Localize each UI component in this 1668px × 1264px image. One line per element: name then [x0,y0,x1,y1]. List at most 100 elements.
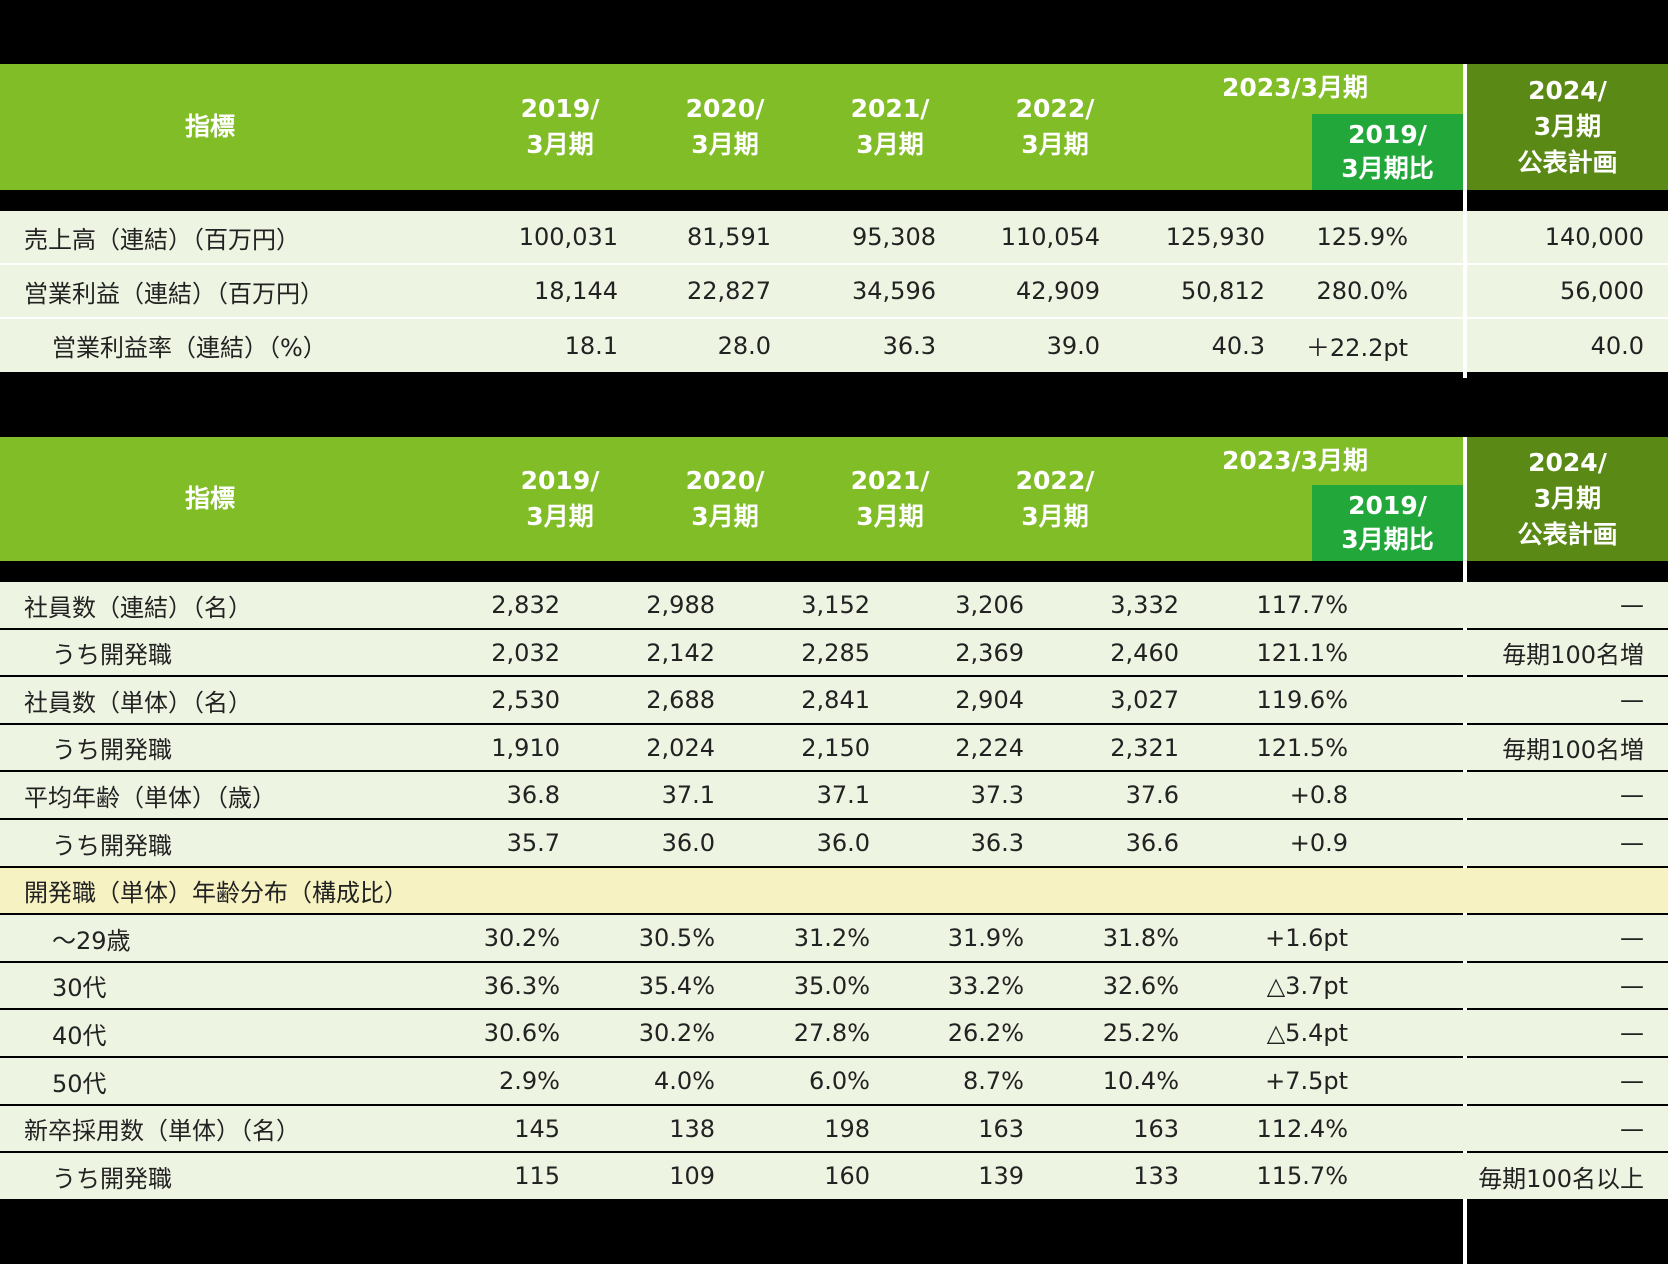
cell-2019: 1,910 [491,733,560,762]
cell-2019: 100,031 [518,223,618,251]
table-row: 〜29歳 30.2% 30.5% 31.2% 31.9% 31.8% +1.6pt — [0,915,1668,961]
cell-compare: 280.0% [1316,277,1408,305]
cell-2019: 35.7 [506,829,560,857]
cell-2023: 31.8% [1102,924,1179,952]
header-2022: 2022/ 3月期 [1015,466,1095,531]
header-2019: 2019/ 3月期 [520,466,600,531]
row-label: 40代 [52,1021,107,1050]
cell-2022: 2,904 [955,686,1024,714]
cell-plan: — [1620,686,1644,714]
cell-2022: 2,224 [955,733,1024,762]
employee-table: 指標 2019/ 3月期 2020/ 3月期 2021/ 3月期 2022/ 3… [0,437,1668,561]
cell-2021: 37.1 [816,781,870,809]
cell-2021: 34,596 [852,277,936,305]
row-label: うち開発職 [52,736,172,764]
header-2021: 2021/ 3月期 [850,466,930,531]
table-row: 社員数（連結）（名） 2,832 2,988 3,152 3,206 3,332 117.7… [0,582,1668,628]
row-label: 平均年齢（単体）（歳） [24,783,276,812]
cell-2023: 2,460 [1110,638,1179,667]
cell-2023: 10.4% [1102,1067,1179,1095]
cell-compare: 112.4% [1256,1114,1348,1143]
cell-2020: 30.5% [638,924,715,952]
cell-plan: — [1620,1067,1644,1095]
cell-2019: 2,832 [491,591,560,619]
header-plan-2024: 2024/ 3月期 公表計画 [1517,448,1618,549]
row-label: うち開発職 [52,1164,172,1193]
header-indicator: 指標 [184,484,235,513]
cell-2021: 27.8% [793,1019,870,1047]
row-label: うち開発職 [52,831,172,860]
cell-plan: 毎期100名以上 [1478,1164,1644,1193]
table-row: 売上高（連結）（百万円） 100,031 81,591 95,308 110,0… [0,211,1668,263]
cell-2021: 35.0% [793,971,870,1000]
cell-2019: 36.8 [506,781,560,809]
row-separator [0,263,1668,265]
header-2020: 2020/ 3月期 [685,94,765,159]
cell-compare: 117.7% [1256,591,1348,619]
cell-plan: 毎期100名増 [1502,641,1644,669]
row-label: 売上高（連結）（百万円） [24,225,300,254]
financial-table-header: 指標 2019/ 3月期 2020/ 3月期 2021/ 3月期 2022/ 3… [0,64,1668,190]
cell-compare: ＋22.2pt [1305,334,1408,362]
header-compare-2019: 2019/ 3月期比 [1312,485,1463,561]
cell-compare: +1.6pt [1265,924,1348,952]
cell-2019: 145 [514,1114,560,1143]
cell-2023: 37.6 [1125,781,1179,809]
header-plan-2024: 2024/ 3月期 公表計画 [1517,76,1618,177]
cell-2021: 36.3 [882,331,936,360]
cell-2019: 2,032 [491,638,560,667]
cell-compare: 115.7% [1256,1162,1348,1190]
cell-2021: 2,150 [801,733,870,762]
cell-plan: 140,000 [1544,223,1644,251]
table-row: 営業利益（連結）（百万円） 18,144 22,827 34,596 42,90… [0,265,1668,317]
cell-2020: 36.0 [661,829,715,857]
cell-2020: 2,988 [646,591,715,619]
cell-plan: 56,000 [1560,277,1644,305]
cell-2019: 30.6% [483,1019,560,1047]
cell-compare: 121.1% [1256,638,1348,667]
cell-plan: — [1620,971,1644,1000]
table-row: 平均年齢（単体）（歳） 36.8 37.1 37.1 37.3 37.6 +0.8 — [0,772,1668,818]
cell-2022: 31.9% [947,924,1024,952]
header-2023: 2023/3月期 [1221,73,1369,102]
cell-2022: 2,369 [955,638,1024,667]
cell-2021: 36.0 [816,829,870,857]
cell-2023: 2,321 [1110,733,1179,762]
cell-plan: 毎期100名増 [1502,736,1644,764]
cell-compare: 125.9% [1316,223,1408,251]
cell-2022: 110,054 [1000,223,1100,251]
table-row: 40代 30.6% 30.2% 27.8% 26.2% 25.2% △5.4pt — [0,1010,1668,1056]
cell-plan: — [1620,924,1644,952]
header-2021: 2021/ 3月期 [850,94,930,159]
row-label: 新卒採用数（単体）（名） [24,1117,300,1145]
cell-2022: 36.3 [970,829,1024,857]
cell-compare: △3.7pt [1266,971,1348,1000]
cell-2022: 42,909 [1016,277,1100,305]
cell-2023: 163 [1133,1114,1179,1143]
row-separator [0,317,1668,319]
cell-compare: 119.6% [1256,686,1348,714]
row-label: 30代 [52,974,107,1002]
header-plan-bg: 2024/ 3月期 公表計画 [1467,64,1668,190]
cell-2023: 125,930 [1165,223,1265,251]
cell-compare: +7.5pt [1265,1067,1348,1095]
cell-2020: 109 [669,1162,715,1190]
financial-table: 指標 2019/ 3月期 2020/ 3月期 2021/ 3月期 2022/ 3… [0,64,1668,190]
table-row: うち開発職 2,032 2,142 2,285 2,369 2,460 121.1% 毎期10… [0,630,1668,675]
cell-plan: 40.0 [1590,331,1644,360]
cell-2019: 115 [514,1162,560,1190]
header-plan-bg: 2024/ 3月期 公表計画 [1467,437,1668,561]
cell-plan: — [1620,1019,1644,1047]
cell-plan: — [1620,1114,1644,1143]
table-row: 新卒採用数（単体）（名） 145 138 198 163 163 112.4% — [0,1106,1668,1151]
header-2022: 2022/ 3月期 [1015,94,1095,159]
cell-2022: 33.2% [947,971,1024,1000]
cell-2020: 4.0% [654,1067,715,1095]
cell-2021: 95,308 [852,223,936,251]
column-divider [1463,211,1467,378]
cell-2019: 18,144 [534,277,618,305]
cell-2022: 26.2% [947,1019,1024,1047]
cell-2022: 3,206 [955,591,1024,619]
cell-2020: 37.1 [661,781,715,809]
cell-2020: 2,024 [646,733,715,762]
